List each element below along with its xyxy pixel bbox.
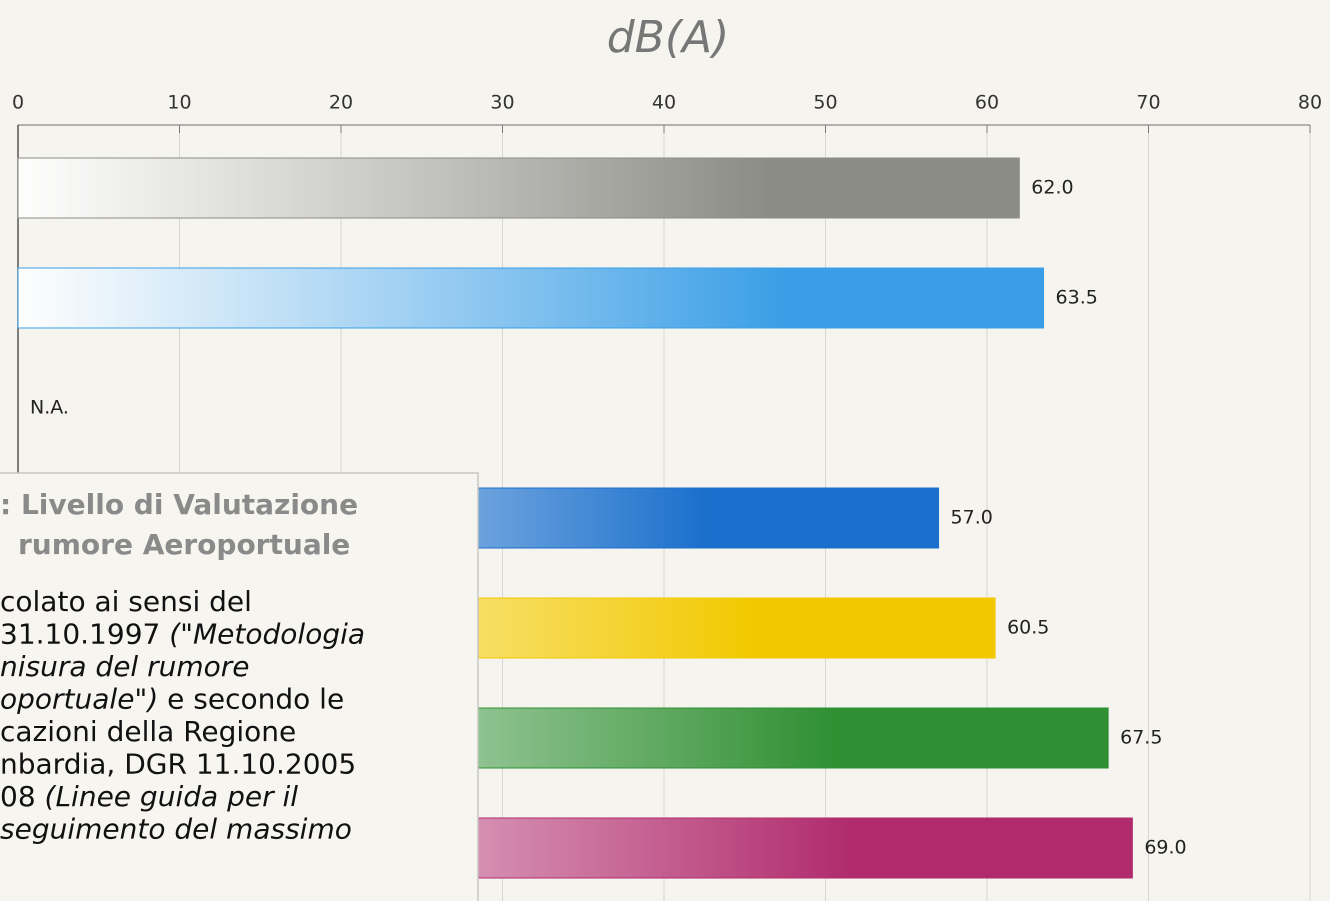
value-label: 57.0 <box>951 507 993 529</box>
overlay-line: nbardia, DGR 11.10.2005 <box>0 748 356 781</box>
value-label: 60.5 <box>1007 617 1049 639</box>
x-tick-label: 30 <box>490 92 514 114</box>
overlay-text: nbardia, DGR 11.10.2005 <box>0 748 356 781</box>
value-label: 63.5 <box>1056 287 1098 309</box>
axis-title: dB(A) <box>607 12 730 63</box>
overlay-line: seguimento del massimo <box>0 813 352 846</box>
x-tick-label: 60 <box>975 92 999 114</box>
x-tick-label: 10 <box>167 92 191 114</box>
bar <box>17 157 1020 219</box>
overlay-box <box>0 472 479 901</box>
overlay-text: ("Metodologia <box>169 618 365 651</box>
overlay-text: nisura del rumore <box>0 650 250 683</box>
overlay-line: colato ai sensi del <box>0 585 252 618</box>
overlay-line: oportuale") e secondo le <box>0 683 344 716</box>
overlay-text: 31.10.1997 <box>0 618 169 651</box>
overlay-line: 31.10.1997 ("Metodologia <box>0 618 365 651</box>
overlay-text: 08 <box>0 780 45 813</box>
overlay-text: seguimento del massimo <box>0 813 352 846</box>
x-tick-label: 80 <box>1298 92 1322 114</box>
overlay-text: colato ai sensi del <box>0 585 252 618</box>
overlay-line: 08 (Linee guida per il <box>0 780 298 813</box>
x-tick-label: 50 <box>813 92 837 114</box>
overlay-title: : Livello di Valutazione <box>0 488 358 521</box>
x-tick-label: 20 <box>329 92 353 114</box>
overlay-text: oportuale") <box>0 683 158 716</box>
value-label: N.A. <box>30 397 69 419</box>
overlay-text: cazioni della Regione <box>0 715 296 748</box>
overlay-text: e secondo le <box>158 683 344 716</box>
overlay-title: rumore Aeroportuale <box>18 528 350 561</box>
value-label: 69.0 <box>1144 837 1186 859</box>
value-label: 62.0 <box>1031 177 1073 199</box>
overlay-text: (Linee guida per il <box>45 780 299 813</box>
bar <box>17 267 1045 329</box>
x-tick-label: 40 <box>652 92 676 114</box>
x-tick-label: 70 <box>1136 92 1160 114</box>
overlay-line: nisura del rumore <box>0 650 250 683</box>
x-tick-label: 0 <box>12 92 24 114</box>
overlay-line: cazioni della Regione <box>0 715 296 748</box>
value-label: 67.5 <box>1120 727 1162 749</box>
